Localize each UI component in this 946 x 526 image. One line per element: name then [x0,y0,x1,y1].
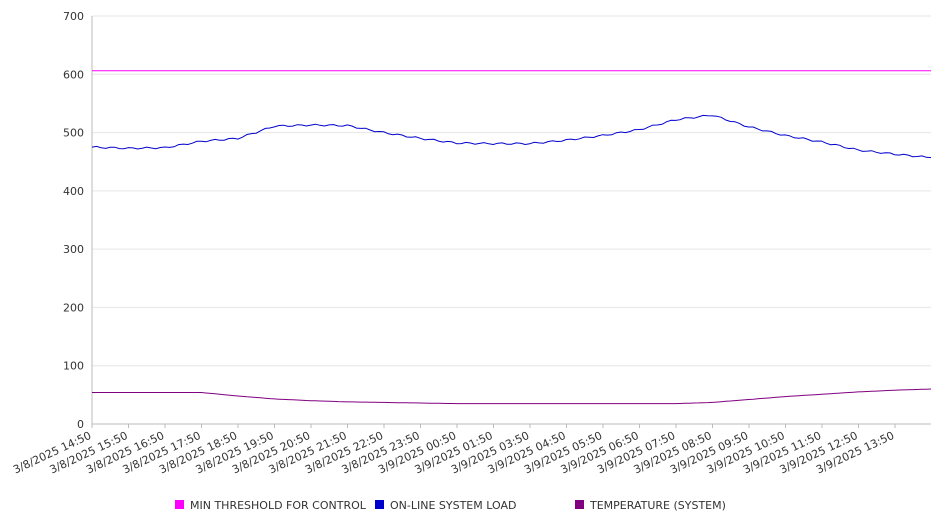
y-tick-label: 700 [63,10,84,23]
legend-swatch [375,500,384,509]
series-line-2 [91,114,932,159]
series-line-3 [92,388,932,405]
y-tick-label: 400 [63,185,84,198]
y-tick-label: 200 [63,301,84,314]
y-tick-label: 500 [63,127,84,140]
x-tick-labels: 3/8/2025 14:503/8/2025 15:503/8/2025 16:… [11,429,896,477]
y-tick-label: 300 [63,243,84,256]
y-tick-label: 600 [63,68,84,81]
gridlines [92,15,931,367]
legend-label: MIN THRESHOLD FOR CONTROL [190,499,367,512]
y-tick-label: 100 [63,360,84,373]
axes [91,16,931,428]
series-lines [91,70,932,405]
legend-swatch [175,500,184,509]
y-tick-label: 0 [77,418,84,431]
legend-label: ON-LINE SYSTEM LOAD [390,499,516,512]
legend: MIN THRESHOLD FOR CONTROL ON-LINE SYSTEM … [175,499,726,512]
legend-label: TEMPERATURE (SYSTEM) [589,499,726,512]
legend-swatch [575,500,584,509]
y-tick-labels: 0 100 200 300 400 500 600 700 [63,10,84,431]
